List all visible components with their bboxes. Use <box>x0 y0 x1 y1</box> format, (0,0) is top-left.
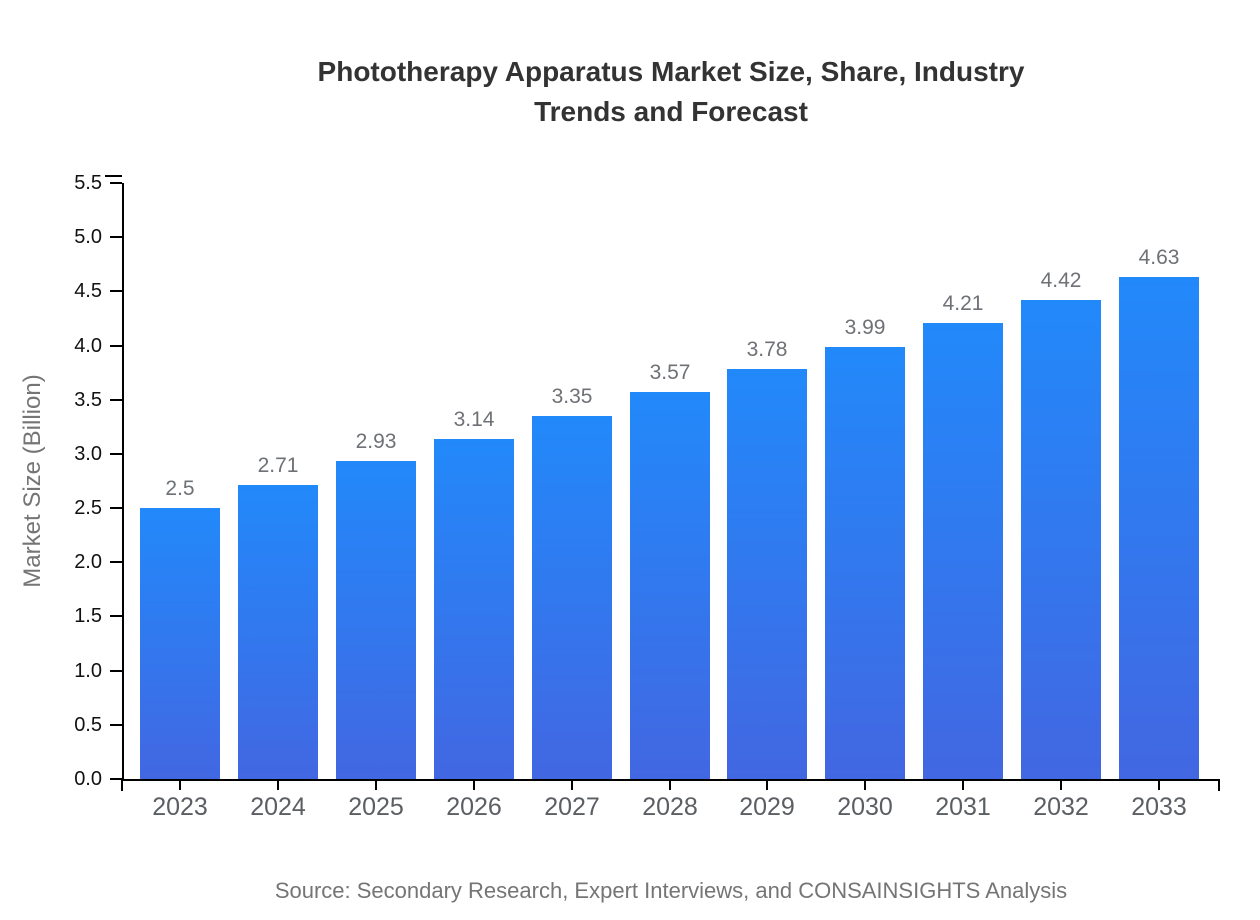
bar-2027 <box>532 416 612 779</box>
x-tick-label-2031: 2031 <box>935 793 991 821</box>
plot-area <box>122 183 1220 781</box>
x-tick-label-2024: 2024 <box>250 793 306 821</box>
x-tick-label-2023: 2023 <box>152 793 208 821</box>
x-tick-label-2027: 2027 <box>544 793 600 821</box>
x-tick-mark <box>962 779 964 790</box>
x-tick-label-2033: 2033 <box>1131 793 1187 821</box>
y-tick-label: 0.5 <box>74 714 102 736</box>
bar-value-label-2032: 4.42 <box>1040 269 1082 292</box>
bar-2025 <box>336 461 416 779</box>
bar-2031 <box>923 323 1003 779</box>
bar-value-label-2027: 3.35 <box>551 385 593 408</box>
bar-2030 <box>825 347 905 779</box>
x-axis-left-cap <box>121 779 123 791</box>
y-tick-mark <box>110 236 122 238</box>
x-tick-mark <box>1158 779 1160 790</box>
bar-value-label-2026: 3.14 <box>453 408 495 431</box>
y-tick-mark <box>110 507 122 509</box>
bar-2023 <box>140 508 220 779</box>
y-tick-label: 3.0 <box>74 443 102 465</box>
bar-value-label-2029: 3.78 <box>746 338 788 361</box>
bar-value-label-2033: 4.63 <box>1138 246 1180 269</box>
y-tick-label: 2.5 <box>74 497 102 519</box>
x-tick-mark <box>375 779 377 790</box>
y-axis-top-cap <box>105 175 122 177</box>
x-tick-mark <box>179 779 181 790</box>
chart-title: Phototherapy Apparatus Market Size, Shar… <box>122 52 1220 132</box>
y-tick-mark <box>110 670 122 672</box>
x-tick-mark <box>473 779 475 790</box>
x-tick-mark <box>277 779 279 790</box>
y-tick-mark <box>110 778 122 780</box>
x-tick-label-2032: 2032 <box>1033 793 1089 821</box>
bar-2032 <box>1021 300 1101 779</box>
bar-2024 <box>238 485 318 779</box>
y-tick-label: 0.0 <box>74 768 102 790</box>
y-tick-mark <box>110 290 122 292</box>
x-tick-mark <box>864 779 866 790</box>
y-tick-mark <box>110 399 122 401</box>
y-tick-mark <box>110 453 122 455</box>
y-tick-label: 1.5 <box>74 605 102 627</box>
bar-2033 <box>1119 277 1199 779</box>
x-tick-label-2025: 2025 <box>348 793 404 821</box>
x-axis-right-cap <box>1218 779 1220 791</box>
bar-2026 <box>434 439 514 779</box>
x-tick-label-2026: 2026 <box>446 793 502 821</box>
x-tick-label-2029: 2029 <box>739 793 795 821</box>
y-tick-mark <box>110 615 122 617</box>
bar-value-label-2023: 2.5 <box>165 477 195 500</box>
y-tick-label: 5.0 <box>74 226 102 248</box>
y-tick-mark <box>110 182 122 184</box>
x-tick-mark <box>1060 779 1062 790</box>
y-tick-label: 4.5 <box>74 280 102 302</box>
x-tick-label-2028: 2028 <box>642 793 698 821</box>
bar-value-label-2028: 3.57 <box>649 361 691 384</box>
y-tick-mark <box>110 724 122 726</box>
bar-2029 <box>727 369 807 779</box>
bar-2028 <box>630 392 710 779</box>
x-tick-label-2030: 2030 <box>837 793 893 821</box>
x-tick-mark <box>766 779 768 790</box>
y-tick-label: 4.0 <box>74 335 102 357</box>
chart-title-text: Phototherapy Apparatus Market Size, Shar… <box>317 56 1025 127</box>
x-tick-mark <box>571 779 573 790</box>
y-tick-mark <box>110 345 122 347</box>
bar-value-label-2031: 4.21 <box>942 292 984 315</box>
source-note: Source: Secondary Research, Expert Inter… <box>274 878 1068 903</box>
y-tick-label: 5.5 <box>74 172 102 194</box>
bar-value-label-2024: 2.71 <box>257 454 299 477</box>
y-tick-label: 1.0 <box>74 660 102 682</box>
y-tick-mark <box>110 561 122 563</box>
y-tick-label: 2.0 <box>74 551 102 573</box>
bar-value-label-2030: 3.99 <box>844 316 886 339</box>
x-tick-mark <box>669 779 671 790</box>
bar-value-label-2025: 2.93 <box>355 430 397 453</box>
y-tick-label: 3.5 <box>74 389 102 411</box>
